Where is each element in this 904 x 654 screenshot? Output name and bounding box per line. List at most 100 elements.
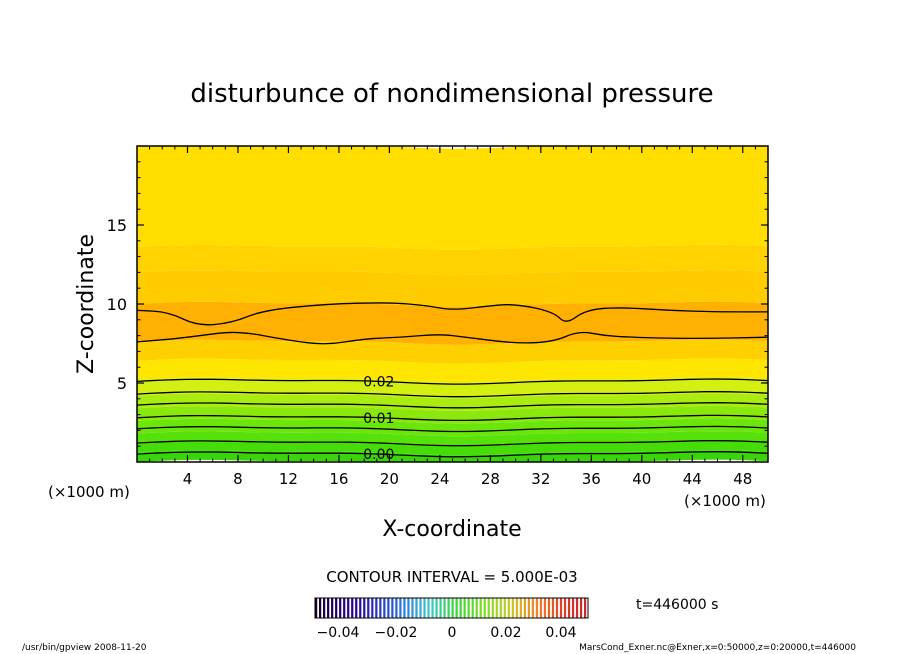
colorbar-cell bbox=[435, 598, 438, 618]
colorbar-cell bbox=[539, 598, 543, 618]
colorbar-tick-label: 0 bbox=[448, 625, 457, 641]
colorbar-cell bbox=[563, 598, 567, 618]
colorbar-cell bbox=[559, 598, 563, 618]
colorbar-cell bbox=[387, 598, 390, 618]
colorbar-cell bbox=[491, 598, 494, 618]
y-tick-label: 15 bbox=[107, 216, 127, 235]
x-tick-label: 40 bbox=[632, 470, 651, 488]
colorbar-cell bbox=[363, 598, 366, 618]
colorbar-cell bbox=[411, 598, 414, 618]
colorbar-cell bbox=[347, 598, 350, 618]
x-tick-label: 36 bbox=[582, 470, 601, 488]
heatmap-band bbox=[137, 270, 768, 307]
colorbar-cell bbox=[339, 598, 342, 618]
colorbar-cell bbox=[447, 598, 450, 618]
colorbar-tick-label: 0.02 bbox=[490, 625, 521, 641]
colorbar-tick-label: −0.04 bbox=[317, 625, 360, 641]
colorbar-cell bbox=[463, 598, 466, 618]
heatmap-band bbox=[137, 405, 768, 424]
contour-label: 0.00 bbox=[363, 447, 394, 463]
colorbar-cell bbox=[327, 598, 330, 618]
colorbar-cell bbox=[443, 598, 446, 618]
y-axis-ticks: 5 10 15 bbox=[107, 161, 768, 447]
time-label: t=446000 s bbox=[636, 597, 718, 613]
colorbar-cell bbox=[439, 598, 442, 618]
colorbar-cell bbox=[331, 598, 334, 618]
contour-line bbox=[137, 440, 768, 447]
colorbar-cell bbox=[319, 598, 322, 618]
heatmap-band bbox=[137, 339, 768, 364]
colorbar-cell bbox=[419, 598, 422, 618]
colorbar-cell bbox=[407, 598, 410, 618]
colorbar-cell bbox=[567, 598, 571, 618]
heatmap-band bbox=[137, 358, 768, 383]
colorbar-cell bbox=[383, 598, 386, 618]
y-axis-label: Z-coordinate bbox=[74, 234, 99, 374]
colorbar-cell bbox=[515, 598, 518, 618]
colorbar-cell bbox=[547, 598, 551, 618]
colorbar-cell bbox=[495, 598, 498, 618]
colorbar-cell bbox=[359, 598, 362, 618]
x-tick-label: 44 bbox=[683, 470, 702, 488]
colorbar-cell bbox=[499, 598, 502, 618]
contour-line-upper-top bbox=[137, 302, 768, 326]
colorbar-cell bbox=[511, 598, 514, 618]
colorbar-cell bbox=[471, 598, 474, 618]
x-tick-label: 12 bbox=[279, 470, 298, 488]
contour-labels: 0.00 0.01 0.02 bbox=[363, 374, 394, 463]
colorbar-cell bbox=[503, 598, 506, 618]
colorbar-cell bbox=[479, 598, 482, 618]
colorbar-cell bbox=[371, 598, 374, 618]
y-tick-label: 5 bbox=[117, 374, 127, 393]
colorbar-tick-label: 0.04 bbox=[545, 625, 576, 641]
colorbar-cell bbox=[399, 598, 402, 618]
contour-line bbox=[137, 451, 768, 458]
colorbar-frame bbox=[314, 597, 589, 619]
contour-line bbox=[137, 391, 768, 398]
colorbar-cell bbox=[575, 598, 579, 618]
colorbar-cell bbox=[467, 598, 470, 618]
x-tick-label: 20 bbox=[380, 470, 399, 488]
colorbar-cell bbox=[459, 598, 462, 618]
colorbar-cell bbox=[579, 598, 583, 618]
colorbar-cell bbox=[367, 598, 370, 618]
heatmap-band bbox=[137, 440, 768, 456]
heatmap-band bbox=[137, 418, 768, 437]
colorbar-cell bbox=[531, 598, 534, 618]
x-tick-label: 32 bbox=[531, 470, 550, 488]
colorbar-cell bbox=[455, 598, 458, 618]
x-tick-label: 48 bbox=[733, 470, 752, 488]
colorbar-cell bbox=[507, 598, 510, 618]
colorbar-cell bbox=[523, 598, 526, 618]
x-tick-label: 8 bbox=[233, 470, 243, 488]
colorbar-cell bbox=[551, 598, 555, 618]
colorbar-cell bbox=[355, 598, 358, 618]
contour-line bbox=[137, 414, 768, 422]
colorbar-cell bbox=[555, 598, 559, 618]
colorbar-cell bbox=[391, 598, 394, 618]
contour-interval-text: CONTOUR INTERVAL = 5.000E-03 bbox=[326, 568, 577, 586]
colorbar-ticks: −0.04 −0.02 0 0.02 0.04 bbox=[317, 625, 577, 641]
heatmap-band bbox=[137, 393, 768, 411]
colorbar-cell bbox=[379, 598, 382, 618]
contour-line-upper-bottom bbox=[137, 331, 768, 345]
heatmap-band bbox=[137, 301, 768, 345]
colorbar-cell bbox=[403, 598, 406, 618]
colorbar bbox=[315, 598, 587, 618]
colorbar-cell bbox=[423, 598, 426, 618]
x-tick-label: 28 bbox=[481, 470, 500, 488]
colorbar-cell bbox=[351, 598, 354, 618]
heatmap-band bbox=[137, 244, 768, 276]
x-tick-label: 16 bbox=[329, 470, 348, 488]
colorbar-cell bbox=[335, 598, 338, 618]
colorbar-cell bbox=[427, 598, 430, 618]
colorbar-cell bbox=[519, 598, 522, 618]
heatmap-band bbox=[137, 146, 768, 250]
colorbar-cell bbox=[315, 598, 318, 618]
colorbar-cell bbox=[571, 598, 575, 618]
contour-line bbox=[137, 402, 768, 409]
colorbar-cell bbox=[451, 598, 454, 618]
contour-line bbox=[137, 425, 768, 433]
footer-right: MarsCond_Exner.nc@Exner,x=0:50000,z=0:20… bbox=[579, 643, 856, 653]
